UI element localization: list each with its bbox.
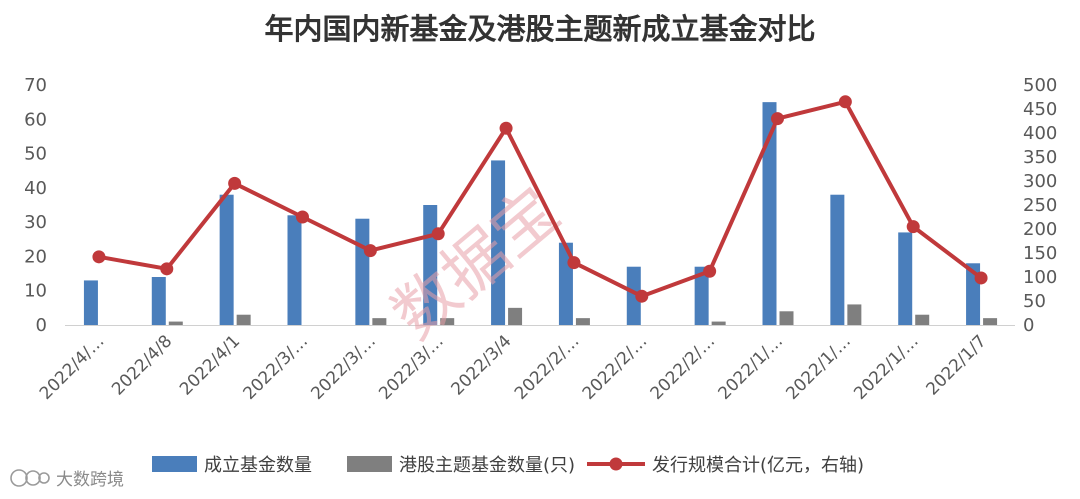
y-right-tick-label: 350 [1023,147,1057,168]
y-right-tick-label: 500 [1023,75,1057,96]
y-axis-left: 0 10 20 30 40 50 60 70 [24,75,47,336]
bar-hk-funds [847,304,862,325]
legend: 成立基金数量 港股主题基金数量(只) 发行规模合计(亿元，右轴) [152,455,864,476]
x-tick-label: 2022/3/… [240,331,313,404]
bar-funds [83,280,98,325]
legend-label: 发行规模合计(亿元，右轴) [652,455,864,476]
x-tick-label: 2022/2/… [579,331,652,404]
x-tick-label: 2022/1/… [850,331,923,404]
y-left-tick-label: 0 [36,315,47,336]
y-right-tick-label: 450 [1023,99,1057,120]
x-tick-label: 2022/2/… [511,331,584,404]
line-point [974,271,988,285]
y-left-tick-label: 50 [24,144,47,165]
line-point [703,264,717,278]
brand-mark: 大数跨境 [10,469,124,490]
y-right-tick-label: 400 [1023,123,1057,144]
bar-hk-funds [236,314,251,325]
x-tick-label: 2022/4/… [36,331,109,404]
bar-hk-funds [575,318,590,325]
y-left-tick-label: 10 [24,281,47,302]
bar-hk-funds [915,314,930,325]
x-tick-label: 2022/1/7 [922,331,990,399]
brand-name: 大数跨境 [56,470,124,490]
line-point [635,289,649,303]
x-tick-label: 2022/1/… [782,331,855,404]
x-tick-label: 2022/3/4 [447,331,515,399]
line-point [296,210,309,224]
line-point [567,256,581,270]
line-point [92,250,106,264]
y-right-tick-label: 250 [1023,195,1057,216]
bar-funds [762,102,777,326]
x-axis: 2022/4/… 2022/4/8 2022/4/12022/3/…2022/3/…… [36,325,1015,404]
bar-funds [491,160,506,325]
y-right-tick-label: 150 [1023,243,1057,264]
legend-swatch [347,456,392,472]
y-left-tick-label: 60 [24,109,47,130]
line-issuance [98,99,983,299]
bar-funds [219,194,234,325]
line-point [431,227,445,241]
x-tick-label: 2022/2/… [647,331,720,404]
y-axis-right: 0 50 100 150 200 250 300 350 400 450 500 [1023,75,1057,336]
legend-label: 成立基金数量 [204,455,312,476]
legend-swatch-marker [609,457,623,471]
bar-hk-funds [779,311,794,325]
bar-funds [898,232,913,325]
y-right-tick-label: 0 [1023,315,1034,336]
legend-swatch [152,456,197,472]
brand-logo-icon [10,469,50,487]
bar-hk-funds [440,318,455,325]
bar-funds [355,218,370,325]
y-left-tick-label: 20 [24,246,47,267]
line-point [160,262,174,276]
bar-hk-funds [508,307,523,325]
line-point [771,112,784,126]
y-left-tick-label: 40 [24,178,47,199]
bar-hk-funds [711,321,726,325]
line-point [906,220,920,234]
line-point [838,95,852,109]
bar-hk-funds [372,318,387,325]
x-tick-label: 2022/3/… [307,331,380,404]
y-right-tick-label: 200 [1023,219,1057,240]
bar-hk-funds [983,318,998,325]
y-left-tick-label: 30 [24,212,47,233]
legend-label: 港股主题基金数量(只) [399,455,575,476]
bar-funds [694,266,709,325]
series-line-issuance [92,95,988,303]
chart-title: 年内国内新基金及港股主题新成立基金对比 [264,12,815,46]
y-right-tick-label: 50 [1023,291,1046,312]
y-right-tick-label: 100 [1023,267,1057,288]
y-left-tick-label: 70 [24,75,47,96]
bar-funds [626,266,641,325]
y-right-tick-label: 300 [1023,171,1057,192]
bar-funds [151,277,166,325]
line-point [499,121,513,135]
bar-hk-funds [168,321,183,325]
x-tick-label: 2022/1/… [715,331,788,404]
bar-funds [830,194,845,325]
line-point [363,244,377,258]
x-tick-label: 2022/4/8 [108,331,176,399]
x-tick-label: 2022/4/1 [176,331,244,399]
bar-funds [287,215,302,325]
series-bars-hk-funds [168,304,998,325]
line-point [228,176,242,190]
